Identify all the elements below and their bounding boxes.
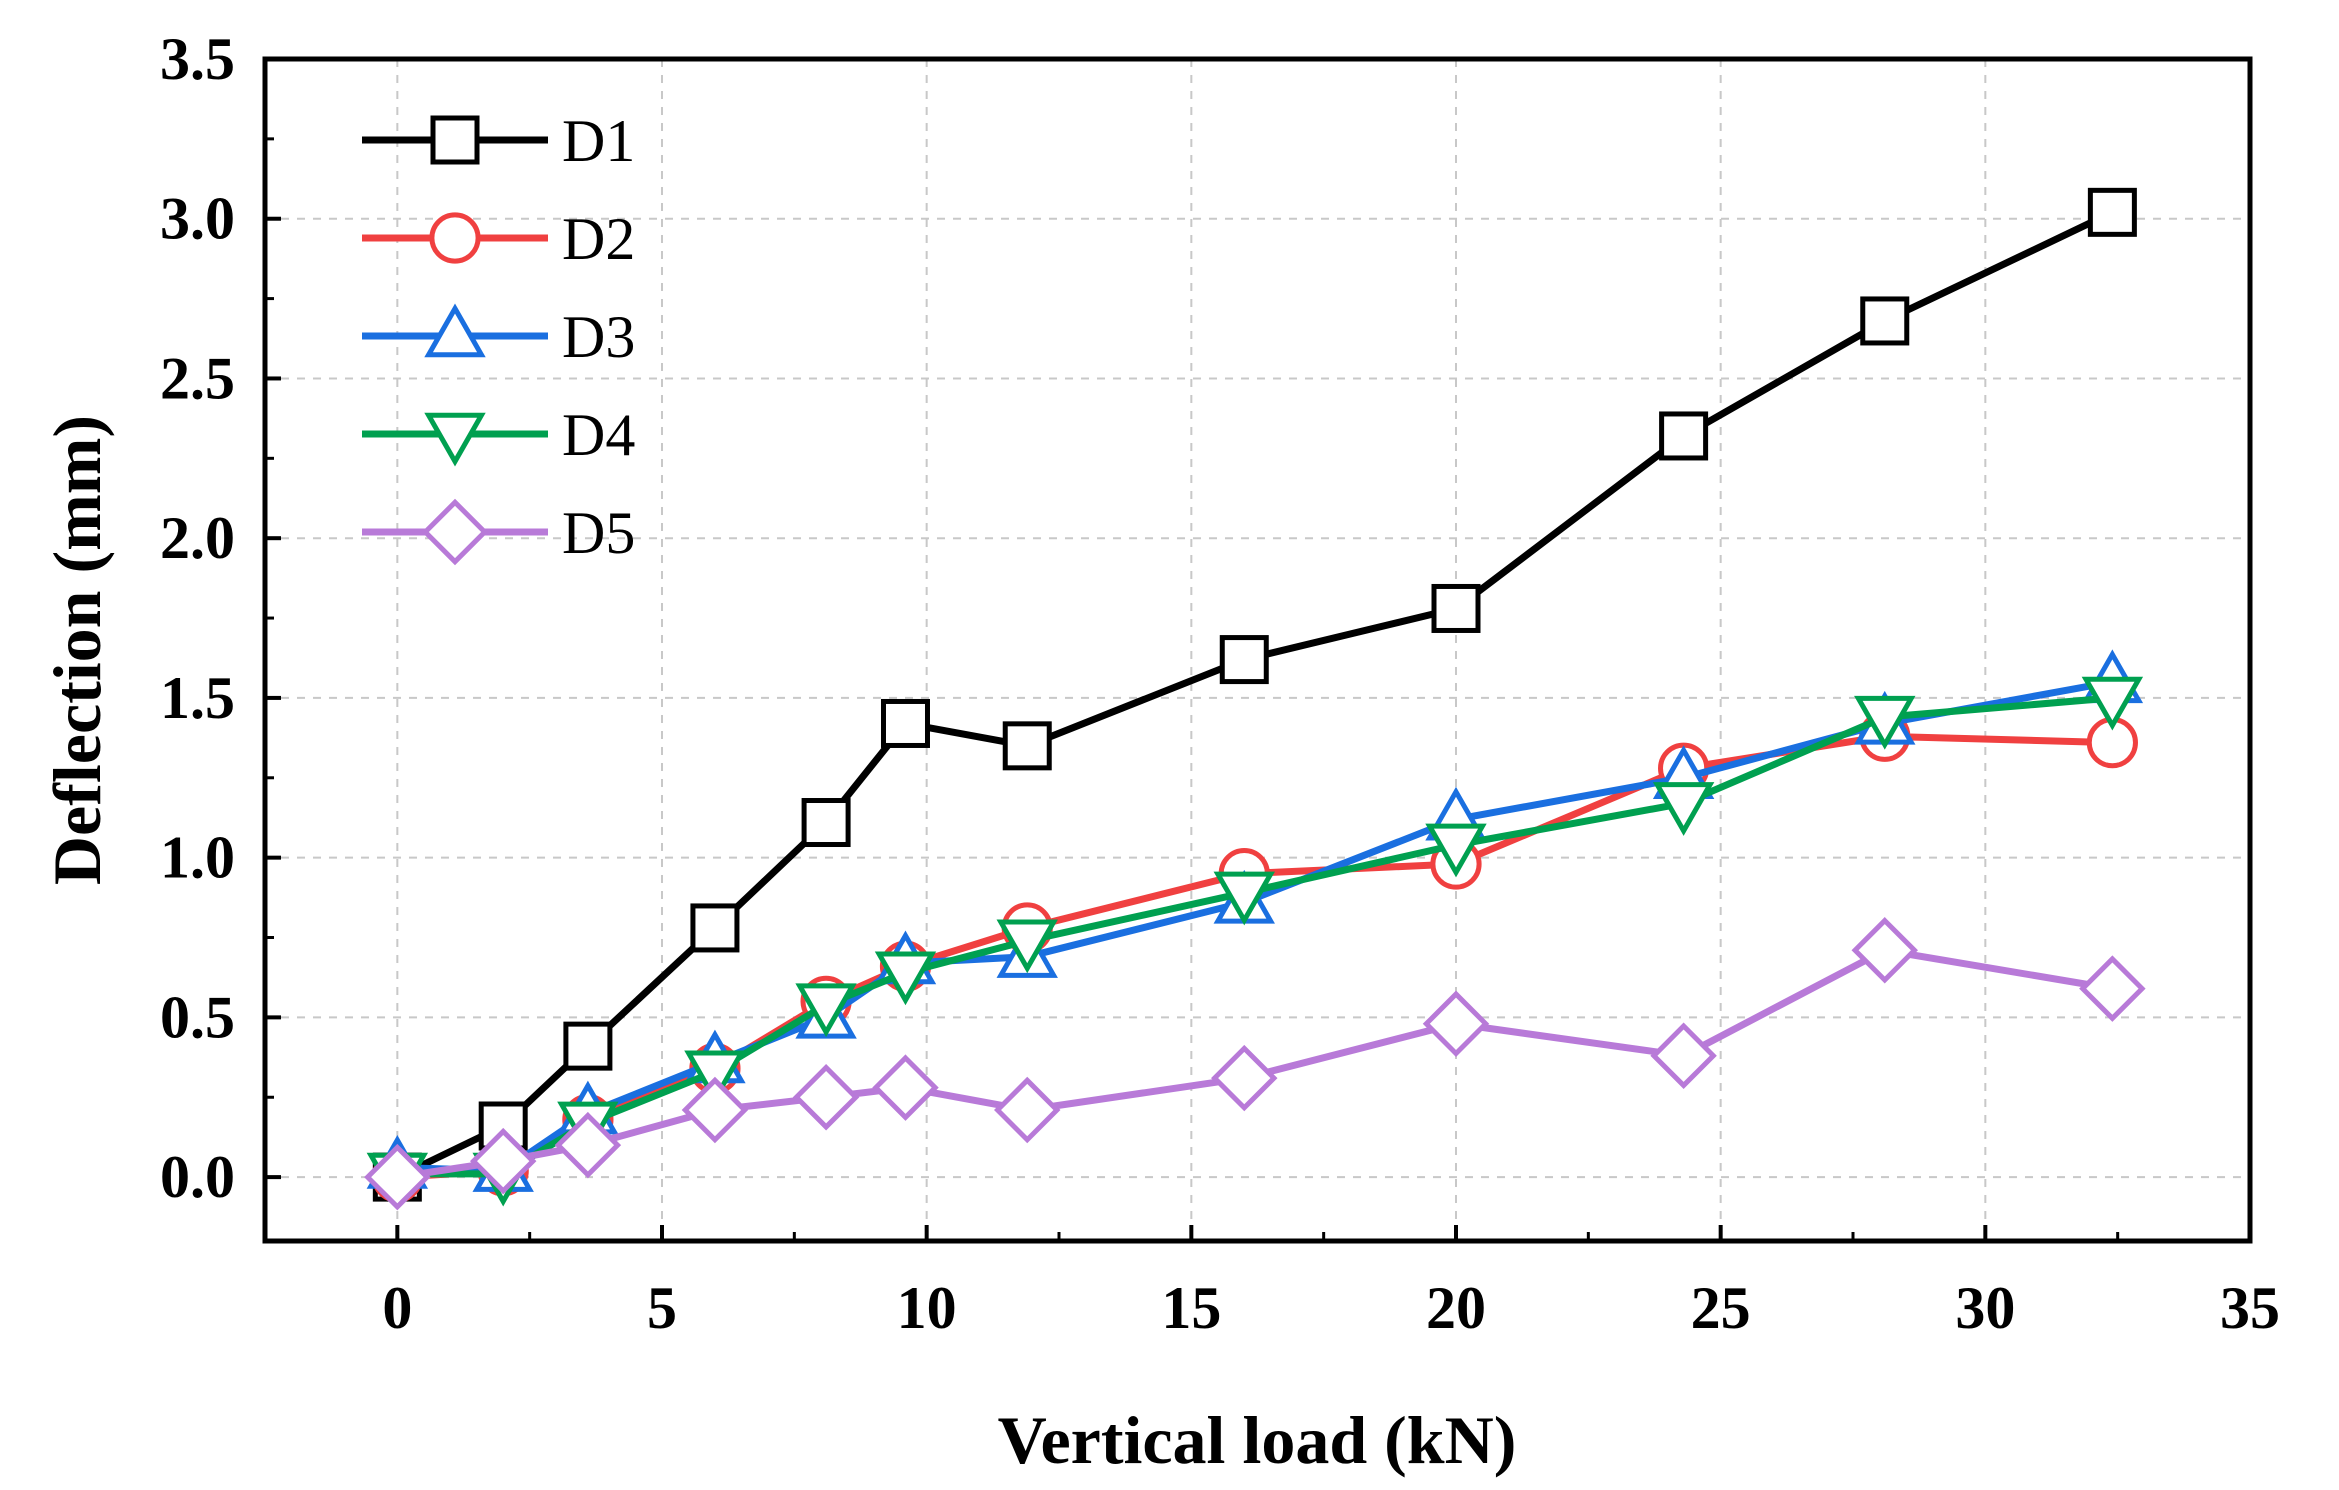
data-point-d1 — [563, 1021, 613, 1071]
data-point-d4 — [795, 983, 857, 1038]
legend-item-d2: D2 — [362, 206, 635, 272]
x-tick-label: 5 — [647, 1275, 677, 1341]
legend-item-d1: D1 — [362, 108, 635, 174]
data-point-d5 — [872, 1054, 939, 1121]
data-point-d5 — [364, 1143, 431, 1211]
series-line-d1 — [395, 209, 2114, 1181]
data-point-d4 — [1213, 871, 1275, 926]
data-point-d4 — [1652, 782, 1715, 836]
data-point-d1 — [1002, 721, 1052, 771]
series-line-d4 — [397, 694, 2113, 1178]
data-point-d4 — [2081, 676, 2144, 731]
y-axis-title: Deflection (mm) — [39, 415, 115, 885]
series-line-d2 — [397, 732, 2113, 1181]
data-point-d1 — [1860, 296, 1910, 346]
y-tick-label: 2.5 — [160, 345, 235, 411]
data-point-d5 — [792, 1064, 860, 1131]
data-point-d5 — [1650, 1022, 1717, 1089]
legend-marker — [421, 498, 489, 566]
y-tick-label: 2.0 — [160, 505, 235, 571]
legend-marker — [430, 115, 480, 165]
series-d5 — [364, 917, 2146, 1211]
x-tick-label: 25 — [1691, 1275, 1751, 1341]
y-tick-label: 0.5 — [160, 984, 235, 1050]
x-tick-label: 20 — [1426, 1275, 1486, 1341]
data-point-d5 — [469, 1127, 537, 1195]
data-point-d1 — [1219, 635, 1269, 685]
legend-item-d3: D3 — [362, 303, 635, 370]
x-axis-title: Vertical load (kN) — [998, 1402, 1517, 1478]
legend-label: D2 — [562, 206, 635, 272]
series-d3 — [366, 649, 2144, 1192]
data-point-d5 — [1211, 1044, 1278, 1112]
legend-marker — [429, 212, 481, 264]
data-point-d4 — [996, 919, 1058, 974]
data-point-d1 — [1659, 411, 1709, 461]
x-tick-label: 15 — [1161, 1275, 1221, 1341]
plot-frame — [262, 56, 2253, 1244]
data-point-d5 — [681, 1076, 749, 1144]
data-point-d1 — [880, 698, 930, 748]
y-tick-label: 1.0 — [160, 825, 235, 891]
data-point-d1 — [690, 903, 740, 953]
y-tick-label: 3.0 — [160, 186, 235, 252]
data-point-d5 — [1851, 917, 1918, 984]
legend-label: D3 — [562, 304, 635, 370]
legend-item-d5: D5 — [362, 498, 635, 566]
grid-lines — [265, 59, 2250, 1241]
data-point-d5 — [1422, 990, 1490, 1058]
y-tick-label: 3.5 — [160, 26, 235, 92]
data-point-d5 — [554, 1111, 622, 1179]
y-tick-label: 0.0 — [160, 1144, 235, 1210]
data-point-d4 — [1854, 695, 1916, 750]
data-point-d1 — [1431, 583, 1481, 633]
x-tick-label: 35 — [2220, 1275, 2280, 1341]
legend-marker — [424, 412, 486, 467]
y-tick-label: 1.5 — [160, 665, 235, 731]
axis-ticks: 0 5 10 15 20 25 30 35 0.0 0.5 1.0 1.5 2.0 2.5 3.0 3.5 — [160, 26, 2280, 1341]
x-tick-label: 10 — [897, 1275, 957, 1341]
legend-item-d4: D4 — [362, 402, 635, 468]
data-point-d4 — [1425, 823, 1487, 878]
legend-label: D5 — [562, 500, 635, 566]
data-point-d1 — [2087, 187, 2137, 237]
data-point-d5 — [2079, 955, 2146, 1022]
data-point-d4 — [684, 1050, 746, 1105]
series-d1 — [372, 187, 2137, 1202]
x-tick-label: 30 — [1955, 1275, 2015, 1341]
legend-label: D4 — [562, 402, 635, 468]
x-tick-label: 0 — [382, 1275, 412, 1341]
data-point-d5 — [994, 1076, 1061, 1144]
data-series — [364, 187, 2146, 1211]
legend: D1 D2 D3 D4 D5 — [362, 108, 635, 566]
legend-marker — [424, 303, 486, 358]
data-point-d1 — [801, 798, 851, 848]
data-point-d4 — [874, 951, 937, 1006]
legend-label: D1 — [562, 108, 635, 174]
